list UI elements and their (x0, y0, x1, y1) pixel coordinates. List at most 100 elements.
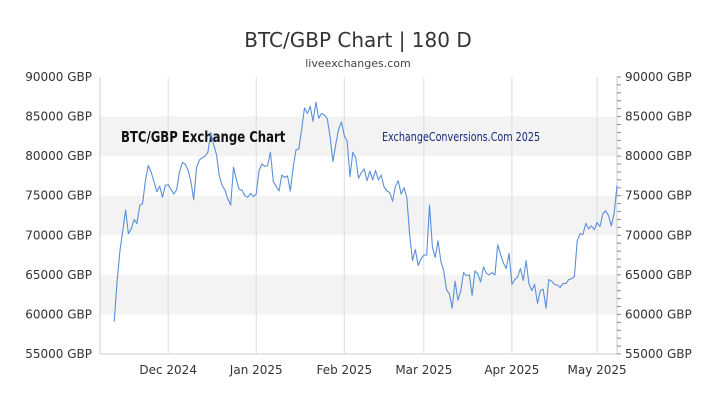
data-point (562, 283, 564, 284)
data-point (150, 171, 152, 173)
data-point (460, 290, 462, 292)
data-point (511, 284, 513, 285)
data-point (270, 151, 271, 153)
data-point (321, 113, 322, 114)
data-point (611, 225, 612, 227)
data-point (605, 210, 606, 212)
data-point (278, 190, 280, 192)
data-point (247, 197, 248, 198)
data-point (170, 189, 172, 190)
data-point (184, 163, 186, 165)
x-tick-label: Jan 2025 (229, 363, 283, 377)
data-point (176, 189, 177, 190)
data-point (474, 270, 476, 272)
data-point (281, 174, 283, 176)
data-point (142, 203, 143, 204)
data-point (255, 193, 257, 195)
data-point (363, 168, 365, 170)
data-point (480, 281, 481, 283)
watermark-left: BTC/GBP Exchange Chart (121, 130, 286, 147)
data-point (324, 114, 325, 116)
data-point (375, 170, 376, 171)
chart-title: BTC/GBP Chart | 180 D (244, 28, 471, 52)
series-layer (113, 101, 618, 322)
data-point (412, 260, 413, 261)
data-point (315, 102, 317, 103)
series-line (113, 101, 618, 322)
data-point (398, 180, 399, 181)
data-point (329, 136, 331, 138)
data-point (380, 174, 382, 176)
data-point (389, 192, 391, 193)
data-point (477, 273, 479, 275)
data-point (616, 185, 618, 186)
data-point (528, 283, 530, 284)
data-point (369, 170, 371, 172)
data-point (531, 290, 533, 292)
data-point (153, 181, 155, 182)
data-point (366, 180, 368, 181)
data-point (295, 149, 297, 151)
data-point (352, 151, 354, 153)
data-point (264, 166, 266, 167)
data-point (420, 258, 422, 260)
data-point (426, 254, 428, 256)
y-tick-label-right: 70000 GBP (625, 228, 692, 242)
y-tick-label-right: 55000 GBP (625, 347, 692, 361)
data-point (193, 199, 194, 200)
data-point (312, 121, 314, 122)
horizontal-bands (100, 116, 617, 315)
data-point (551, 280, 552, 282)
data-point (457, 299, 459, 301)
data-point (230, 204, 231, 206)
data-point (327, 118, 328, 120)
data-point (196, 166, 197, 168)
data-point (122, 231, 123, 232)
data-point (594, 229, 595, 230)
data-point (596, 222, 598, 223)
data-point (494, 274, 496, 276)
data-point (213, 144, 214, 145)
data-point (139, 204, 141, 206)
data-point (400, 193, 402, 195)
data-point (514, 279, 515, 280)
data-point (133, 219, 135, 220)
grid-band (100, 195, 617, 236)
data-point (233, 166, 234, 168)
data-point (261, 163, 263, 165)
data-point (292, 166, 294, 168)
data-point (358, 178, 359, 179)
data-point (119, 250, 121, 252)
data-point (582, 234, 584, 235)
data-point (500, 254, 501, 255)
data-point (238, 189, 240, 190)
y-axis-right-labels: 90000 GBP 85000 GBP 80000 GBP 75000 GBP 7000… (625, 70, 692, 361)
data-point (403, 187, 405, 189)
y-axis-left-labels: 90000 GBP 85000 GBP 80000 GBP 75000 GBP 7000… (25, 70, 92, 361)
data-point (557, 284, 558, 286)
data-point (406, 197, 408, 198)
data-point (568, 279, 569, 280)
data-point (517, 276, 518, 278)
data-point (503, 262, 504, 264)
data-point (190, 181, 192, 182)
data-point (290, 190, 291, 192)
data-point (409, 233, 410, 234)
data-point (284, 177, 285, 178)
data-point (591, 225, 592, 227)
data-point (395, 185, 396, 187)
data-point (338, 128, 339, 130)
data-point (335, 144, 337, 145)
data-point (207, 151, 209, 153)
data-point (258, 170, 260, 171)
data-point (216, 154, 217, 155)
data-point (162, 197, 163, 198)
y-tick-label-left: 80000 GBP (25, 149, 92, 163)
data-point (520, 268, 521, 269)
data-point (392, 201, 393, 202)
data-point (378, 179, 379, 181)
data-point (486, 273, 487, 274)
data-point (227, 198, 229, 200)
data-point (309, 106, 311, 107)
